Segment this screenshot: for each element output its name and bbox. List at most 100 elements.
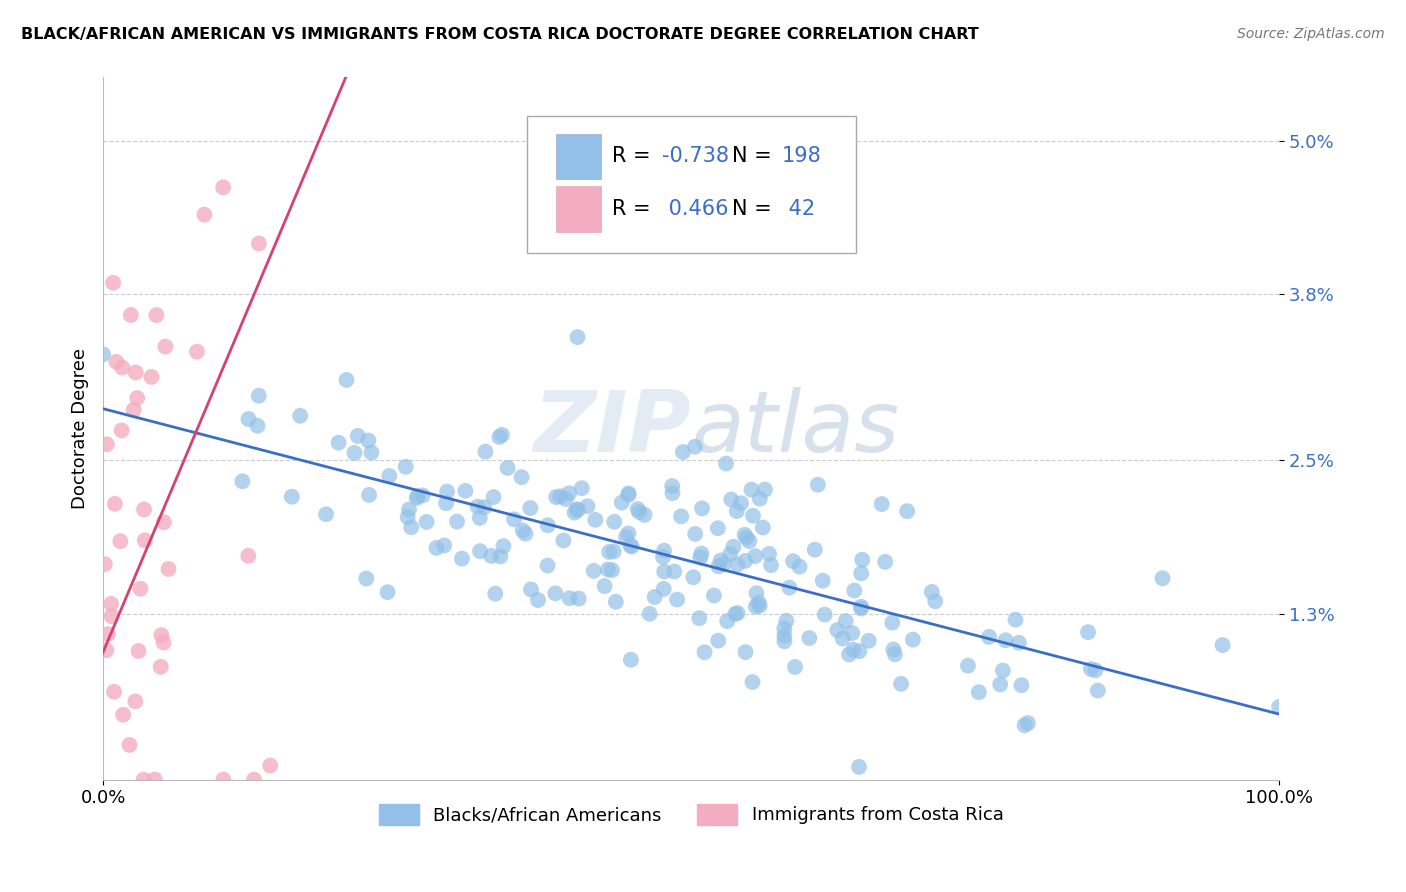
Point	[633, 508, 655, 522]
Point	[614, 530, 637, 544]
Point	[290, 409, 312, 423]
Point	[398, 502, 420, 516]
Point	[425, 541, 447, 555]
Point	[145, 308, 167, 322]
Point	[734, 554, 756, 568]
Point	[901, 632, 924, 647]
FancyBboxPatch shape	[526, 116, 856, 253]
Point	[378, 469, 401, 483]
Point	[564, 506, 586, 520]
Bar	[555, 186, 600, 232]
Point	[122, 403, 145, 417]
Point	[745, 599, 768, 614]
Point	[583, 513, 606, 527]
Point	[748, 491, 770, 506]
Point	[758, 547, 780, 561]
Point	[716, 614, 738, 628]
Text: BLACK/AFRICAN AMERICAN VS IMMIGRANTS FROM COSTA RICA DOCTORATE DEGREE CORRELATIO: BLACK/AFRICAN AMERICAN VS IMMIGRANTS FRO…	[21, 27, 979, 42]
Text: N =: N =	[733, 200, 779, 219]
Point	[652, 549, 675, 564]
Point	[661, 479, 683, 493]
Point	[134, 533, 156, 548]
Point	[546, 490, 568, 504]
Point	[707, 559, 730, 574]
Point	[644, 590, 666, 604]
Point	[683, 440, 706, 454]
Point	[1152, 571, 1174, 585]
Point	[745, 586, 768, 600]
Point	[238, 412, 260, 426]
Point	[664, 565, 686, 579]
Point	[723, 540, 745, 554]
Point	[814, 607, 837, 622]
Point	[110, 423, 132, 437]
Point	[807, 477, 830, 491]
Point	[688, 611, 710, 625]
Point	[127, 391, 149, 405]
Point	[105, 355, 128, 369]
Point	[399, 520, 422, 534]
Point	[328, 435, 350, 450]
Point	[851, 599, 873, 614]
Point	[703, 589, 725, 603]
Point	[548, 489, 571, 503]
Point	[101, 276, 124, 290]
Point	[582, 564, 605, 578]
Point	[1268, 699, 1291, 714]
Point	[395, 459, 418, 474]
Point	[924, 594, 946, 608]
Point	[1004, 613, 1026, 627]
Point	[620, 540, 643, 554]
Point	[730, 496, 752, 510]
Point	[492, 539, 515, 553]
Point	[544, 586, 567, 600]
Point	[720, 492, 742, 507]
Point	[503, 512, 526, 526]
Point	[335, 373, 357, 387]
Point	[617, 526, 640, 541]
Point	[834, 614, 856, 628]
Point	[472, 500, 495, 515]
Point	[1014, 718, 1036, 732]
Point	[468, 511, 491, 525]
Point	[281, 490, 304, 504]
Point	[415, 515, 437, 529]
Point	[844, 583, 866, 598]
Point	[110, 534, 132, 549]
Point	[870, 497, 893, 511]
Text: R =: R =	[613, 200, 658, 219]
Text: 198: 198	[782, 146, 821, 166]
Point	[956, 658, 979, 673]
Point	[571, 481, 593, 495]
Point	[489, 549, 512, 564]
Point	[727, 606, 749, 620]
Point	[638, 607, 661, 621]
Point	[693, 645, 716, 659]
Point	[1008, 636, 1031, 650]
Point	[921, 585, 943, 599]
Point	[734, 528, 756, 542]
Point	[713, 557, 735, 571]
Point	[1010, 678, 1032, 692]
Point	[356, 572, 378, 586]
Point	[789, 559, 811, 574]
Point	[100, 609, 122, 624]
Point	[882, 615, 904, 630]
Point	[842, 643, 865, 657]
Point	[977, 630, 1000, 644]
Point	[849, 601, 872, 615]
Point	[652, 565, 675, 579]
Point	[744, 549, 766, 563]
Point	[671, 509, 693, 524]
Text: 42: 42	[782, 200, 815, 219]
Point	[783, 660, 806, 674]
Point	[491, 428, 513, 442]
Point	[515, 526, 537, 541]
Point	[568, 591, 591, 606]
Point	[848, 644, 870, 658]
Point	[690, 501, 713, 516]
Point	[143, 772, 166, 787]
Point	[610, 495, 633, 509]
Point	[714, 457, 737, 471]
Point	[488, 430, 510, 444]
